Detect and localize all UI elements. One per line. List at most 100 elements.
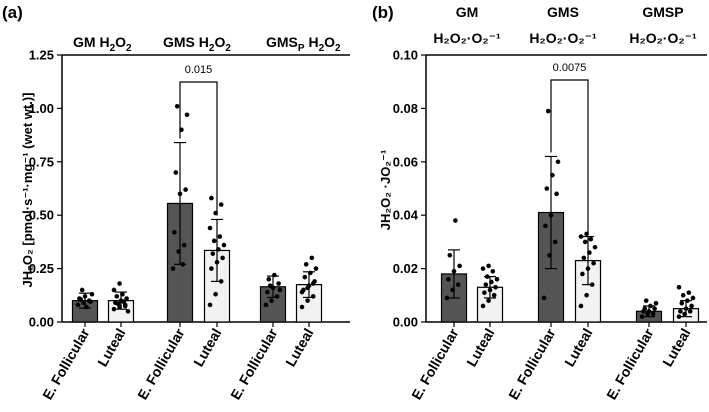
data-point xyxy=(111,306,117,312)
y-tick-label: 0.08 xyxy=(393,101,418,116)
data-point xyxy=(689,303,694,309)
data-point xyxy=(455,282,461,287)
data-point xyxy=(122,303,128,309)
data-point xyxy=(89,291,95,297)
data-point xyxy=(486,298,491,303)
data-point xyxy=(121,299,127,305)
data-point xyxy=(216,247,221,252)
data-point xyxy=(484,274,490,279)
panel-b-group-labels: GM GMS GMSP H₂O₂·O₂⁻¹ H₂O₂·O₂⁻¹ H₂O₂·O₂⁻… xyxy=(426,4,707,56)
group-unit-gm: H₂O₂·O₂⁻¹ xyxy=(433,30,501,46)
data-point xyxy=(548,212,554,218)
data-point xyxy=(581,255,587,261)
data-point xyxy=(685,298,690,303)
data-point xyxy=(120,291,125,297)
significance-bracket xyxy=(179,81,218,216)
x-category-label: E. Follicular xyxy=(134,325,188,402)
data-point xyxy=(309,255,315,261)
data-point xyxy=(214,259,220,265)
data-point xyxy=(75,302,81,308)
data-point xyxy=(676,314,682,319)
data-point xyxy=(585,266,591,271)
data-point xyxy=(582,239,588,245)
data-point xyxy=(125,309,131,314)
data-point xyxy=(643,298,649,303)
data-point xyxy=(578,234,584,239)
y-tick-label: 0.10 xyxy=(393,48,418,63)
data-point xyxy=(584,293,589,298)
data-point xyxy=(676,284,682,290)
x-category-label: Luteal xyxy=(659,326,693,370)
data-point xyxy=(213,291,218,297)
data-point xyxy=(545,108,551,114)
data-point xyxy=(177,191,183,197)
data-point xyxy=(172,229,177,235)
data-point xyxy=(210,251,216,256)
data-point xyxy=(183,187,188,192)
group-label-gm: GM H2O2 xyxy=(73,34,132,54)
panel-a-group-labels: GM H2O2 GMS H2O2 GMSP H2O2 xyxy=(62,34,350,56)
data-point xyxy=(276,281,281,286)
data-point xyxy=(494,276,500,282)
data-point xyxy=(591,260,596,266)
data-point xyxy=(679,301,685,306)
data-point xyxy=(305,285,310,291)
significance-p-value: 0.0075 xyxy=(553,62,587,74)
data-point xyxy=(218,279,224,284)
data-point xyxy=(457,263,462,269)
data-point xyxy=(589,282,595,287)
data-point xyxy=(447,252,453,258)
data-point xyxy=(489,279,494,285)
data-point xyxy=(310,294,316,299)
panel-b-label: (b) xyxy=(372,3,394,22)
y-tick-label: 1.00 xyxy=(29,101,54,116)
data-point xyxy=(547,252,552,258)
data-point xyxy=(274,294,280,299)
data-point xyxy=(683,306,689,311)
data-point xyxy=(173,170,179,175)
x-category-label: E. Follicular xyxy=(505,325,559,402)
data-point xyxy=(218,202,224,207)
data-point xyxy=(305,298,310,303)
data-point xyxy=(207,302,213,308)
data-point xyxy=(313,266,319,271)
data-point xyxy=(174,103,180,109)
data-point xyxy=(211,238,217,244)
y-tick-label: 0.04 xyxy=(393,208,419,223)
x-category-label: Luteal xyxy=(282,326,316,370)
data-point xyxy=(550,172,555,178)
data-point xyxy=(552,239,558,245)
group-label-gms: GMS xyxy=(547,4,579,20)
data-point xyxy=(482,290,487,295)
data-point xyxy=(299,289,305,295)
data-point xyxy=(181,242,187,248)
y-tick-label: 0.02 xyxy=(393,261,418,276)
data-point xyxy=(265,289,270,295)
data-point xyxy=(646,309,652,314)
x-category-label: Luteal xyxy=(463,326,497,370)
data-point xyxy=(446,276,451,282)
data-point xyxy=(483,282,489,287)
significance-p-value: 0.015 xyxy=(185,64,213,76)
data-point xyxy=(555,159,561,165)
data-point xyxy=(78,297,84,302)
data-point xyxy=(680,293,686,298)
significance-bracket xyxy=(550,79,589,233)
group-label-gmsp: GMSP H2O2 xyxy=(266,34,341,54)
data-point xyxy=(541,295,547,301)
data-point xyxy=(176,249,181,254)
data-point xyxy=(639,314,645,319)
data-point xyxy=(678,309,683,314)
data-point xyxy=(648,303,653,309)
data-point xyxy=(115,301,121,307)
x-category-label: E. Follicular xyxy=(39,325,93,402)
data-point xyxy=(111,287,117,293)
data-point xyxy=(480,266,486,271)
data-point xyxy=(266,276,272,282)
data-point xyxy=(544,186,550,191)
data-point xyxy=(79,287,85,293)
data-point xyxy=(209,195,214,201)
data-point xyxy=(493,284,498,290)
data-point xyxy=(220,255,225,261)
